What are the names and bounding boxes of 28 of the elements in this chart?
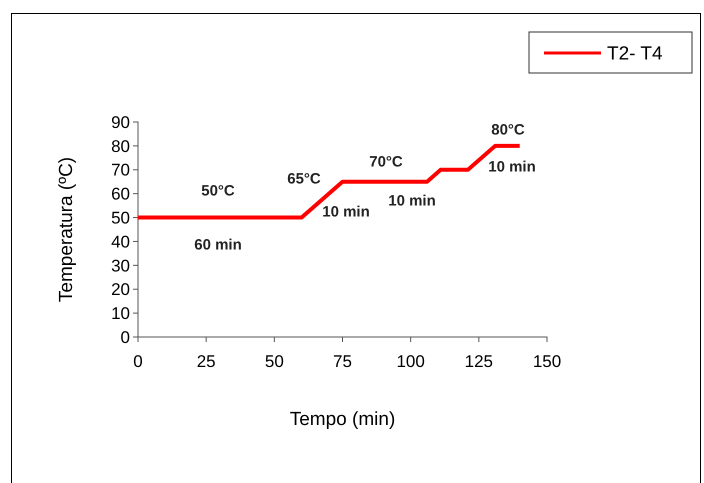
y-tick-label: 20	[111, 280, 130, 300]
x-tick-label: 150	[532, 352, 562, 372]
x-tick-label: 125	[464, 352, 494, 372]
y-tick-label: 40	[111, 232, 130, 252]
y-tick-label: 50	[111, 208, 130, 228]
annotation: 80°C	[491, 121, 525, 138]
annotation: 10 min	[488, 158, 536, 176]
x-tick-label: 75	[333, 352, 352, 372]
y-axis-title: Temperatura (ºC)	[56, 156, 77, 302]
annotation: 65°C	[287, 170, 321, 188]
y-tick-label: 60	[111, 184, 130, 204]
x-axis-title: Tempo (min)	[290, 409, 396, 430]
x-tick-label: 50	[264, 352, 284, 372]
y-tick-label: 80	[111, 136, 130, 156]
y-tick-label: 70	[111, 160, 130, 180]
annotation: 50°C	[201, 182, 235, 200]
annotation: 10 min	[388, 192, 436, 210]
y-tick-label: 30	[111, 256, 130, 276]
x-tick-label: 0	[133, 352, 143, 372]
annotation: 10 min	[322, 203, 370, 220]
annotation: 70°C	[369, 153, 403, 170]
annotation: 60 min	[194, 236, 242, 254]
x-tick-label: 100	[396, 352, 425, 372]
y-tick-label: 0	[120, 328, 130, 347]
y-tick-label: 90	[111, 112, 130, 132]
y-tick-label: 10	[111, 304, 130, 324]
x-tick-label: 25	[196, 352, 216, 372]
legend-label: T2- T4	[607, 44, 664, 65]
